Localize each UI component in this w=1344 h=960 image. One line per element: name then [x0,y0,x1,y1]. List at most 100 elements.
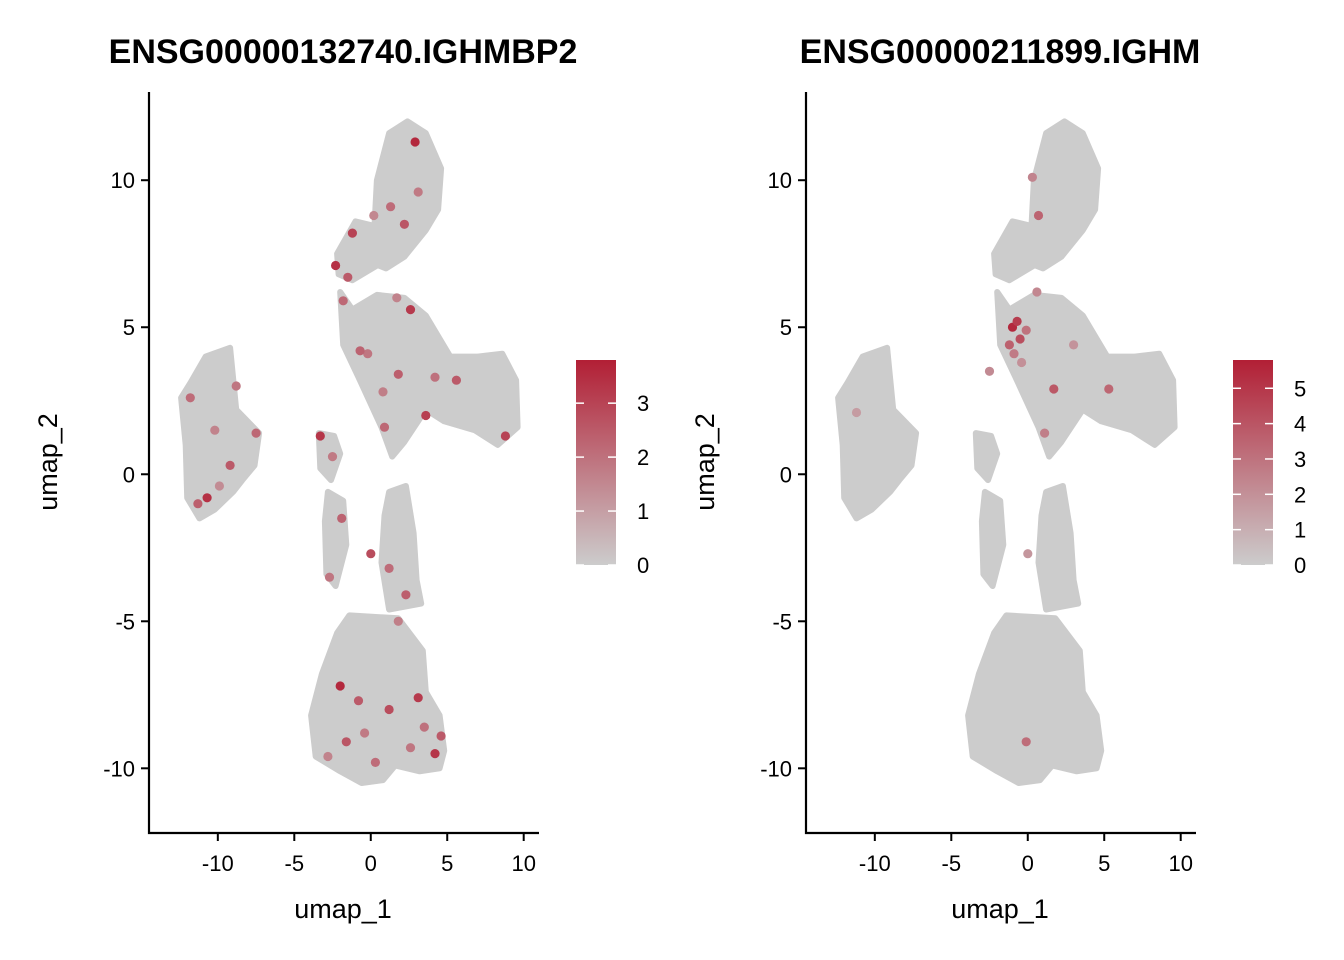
color-legend: 0 1 2 3 [576,360,649,578]
x-tick-label: -10 [859,851,891,876]
expressing-cells [851,172,1114,747]
y-ticks: -10 -5 0 5 10 [103,168,149,781]
x-tick-label: -10 [202,851,234,876]
y-tick-label: 10 [768,168,792,193]
data-point [1004,340,1015,350]
data-point [327,452,338,462]
data-point [451,375,461,385]
data-point [185,393,195,403]
y-ticks: -10 -5 0 5 10 [760,168,806,781]
data-point [1069,340,1079,350]
axis-lines [147,92,539,835]
axis-lines [804,92,1196,835]
data-point [1009,349,1019,359]
y-tick-label: -10 [103,756,135,781]
cell-cloud [835,118,1178,786]
x-ticks: -10 -5 0 5 10 [202,833,536,876]
cluster-region-1 [1024,118,1102,272]
data-point [315,431,325,441]
data-point [436,731,446,741]
data-point [202,493,212,503]
data-point [379,422,390,432]
data-point [360,728,370,738]
data-point [386,202,396,212]
data-point [405,743,416,753]
data-point [251,428,261,438]
panel-igh-mbp2: ENSG00000132740.IGHMBP2 -10 -5 0 5 10 -10-50… [33,33,649,924]
data-point [337,513,347,524]
color-legend: 0 1 2 3 4 5 [1233,360,1306,578]
legend-tick-label: 0 [637,553,649,578]
x-tick-label: -5 [285,851,305,876]
data-point [1021,325,1031,335]
data-point [193,499,203,509]
y-axis-label: umap_2 [690,413,720,511]
data-point [410,137,420,147]
cluster-region-4 [835,344,920,522]
cluster-region-7 [321,488,350,589]
legend-tick-label: 2 [637,445,649,470]
data-point [384,704,394,715]
cluster-region-7 [978,488,1007,589]
panel-title: ENSG00000211899.IGHM [800,33,1201,71]
x-ticks: -10 -5 0 5 10 [859,833,1193,876]
data-point [393,616,403,626]
data-point [369,210,379,221]
x-axis-label: umap_1 [951,894,1049,924]
x-axis-label: umap_1 [294,894,392,924]
data-point [338,296,348,306]
y-tick-label: 0 [780,462,792,487]
cluster-region-1 [367,118,445,272]
data-point [323,751,333,762]
data-point [1012,316,1022,326]
data-point [393,369,403,379]
y-tick-label: -5 [115,609,135,634]
cluster-region-8 [965,612,1105,786]
data-point [984,366,995,376]
data-point [421,410,431,421]
data-point [343,272,353,282]
data-point [1027,172,1037,182]
y-axis-label: umap_2 [33,413,63,511]
data-point [1104,384,1114,394]
data-point [214,481,224,491]
data-point [370,757,380,768]
data-point [324,572,335,582]
legend-tick-label: 2 [1294,482,1306,507]
x-tick-label: 0 [1022,851,1034,876]
cluster-region-6 [1035,483,1082,613]
x-tick-label: 10 [511,851,535,876]
x-tick-label: 5 [1098,851,1110,876]
x-tick-label: 10 [1168,851,1192,876]
y-tick-label: 5 [123,315,135,340]
legend-colorbar [1233,360,1273,565]
cluster-region-6 [378,483,425,613]
data-point [401,590,411,600]
data-point [413,693,423,703]
y-tick-label: -5 [772,609,792,634]
panel-ighm: ENSG00000211899.IGHM -10 -5 0 5 10 -10 -5 0 5 10… [690,33,1306,924]
data-point [353,696,364,706]
data-point [405,305,416,315]
data-point [355,346,365,356]
data-point [430,749,440,759]
data-point [1023,549,1033,559]
data-point [1040,428,1050,438]
cluster-region-3 [337,289,521,460]
cluster-region-3 [994,289,1178,460]
data-point [210,425,220,435]
data-point [366,549,376,559]
data-point [1015,334,1025,344]
data-point [1049,384,1059,394]
data-point [1033,210,1044,221]
x-tick-label: 5 [441,851,453,876]
data-point [500,431,510,441]
data-point [413,187,423,197]
legend-tick-label: 3 [637,391,649,416]
x-tick-label: -5 [942,851,962,876]
data-point [225,460,235,470]
data-point [331,260,341,271]
cell-cloud [178,118,521,786]
legend-colorbar [576,360,616,565]
